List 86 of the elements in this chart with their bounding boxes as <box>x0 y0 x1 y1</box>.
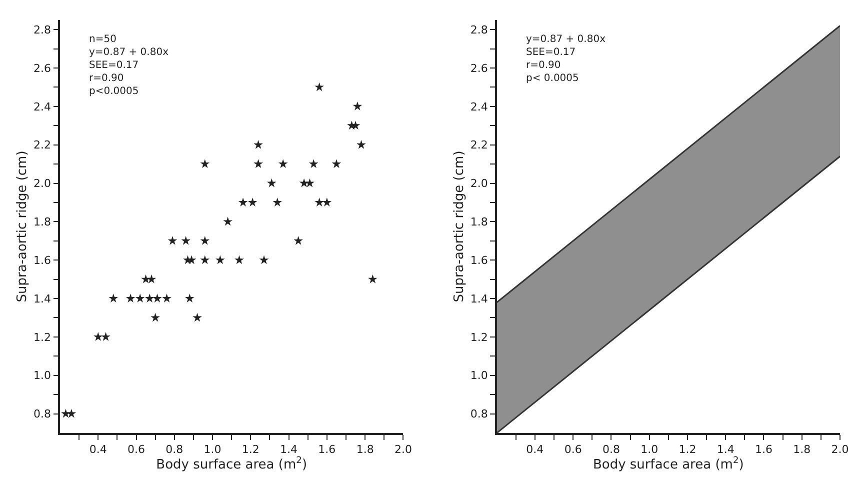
y-tick-label: 2.6 <box>34 62 52 75</box>
point <box>238 198 248 206</box>
point <box>314 198 324 206</box>
point <box>168 236 178 245</box>
point <box>248 198 258 206</box>
x-tick-label: 1.8 <box>793 442 811 456</box>
point <box>146 274 156 284</box>
x-tick-label: 0.8 <box>166 442 184 456</box>
point <box>352 102 362 110</box>
point <box>216 255 225 264</box>
x-tick-label: 1.6 <box>754 442 772 456</box>
point <box>192 312 202 322</box>
y-tick-label: 1.2 <box>470 330 488 344</box>
x-tick-label: 1.6 <box>318 442 336 456</box>
x-tick-label: 2.0 <box>394 442 412 456</box>
y-tick-label: 2.0 <box>34 177 52 190</box>
x-tick-label: 0.8 <box>602 442 620 456</box>
annotation: n=50 y=0.87 + 0.80x SEE=0.17 r=0.90 p<0.0005 <box>89 34 169 97</box>
y-tick-label: 1.0 <box>470 369 488 382</box>
point <box>223 216 232 226</box>
y-tick-label: 0.8 <box>470 408 488 421</box>
y-tick-label: 2.8 <box>470 23 488 36</box>
y-tick-label: 1.8 <box>34 216 52 229</box>
point <box>368 274 378 284</box>
point <box>181 236 190 245</box>
y-tick-label: 0.8 <box>34 408 52 421</box>
point <box>254 159 263 168</box>
point <box>272 198 282 206</box>
x-tick-label: 0.4 <box>89 442 107 456</box>
point <box>305 178 314 188</box>
y-tick-label: 1.4 <box>34 292 52 306</box>
x-tick-label: 1.4 <box>280 442 298 456</box>
point <box>93 332 103 341</box>
point <box>66 408 76 418</box>
y-axis-title: Supra-aortic ridge (cm) <box>452 150 467 302</box>
x-tick-label: 1.0 <box>204 442 222 456</box>
x-axis-title: Body surface area (m$^{2}$) <box>592 456 744 472</box>
y-tick-label: 1.2 <box>34 330 52 344</box>
point <box>294 236 303 245</box>
point <box>332 159 342 168</box>
point <box>200 255 210 264</box>
point <box>266 178 276 188</box>
point <box>108 294 118 302</box>
x-tick-label: 1.4 <box>716 442 734 456</box>
point <box>184 294 194 302</box>
x-tick-label: 1.2 <box>242 442 260 456</box>
y-tick-label: 2.6 <box>470 62 488 75</box>
y-tick-label: 1.6 <box>34 254 52 267</box>
x-tick-label: 0.6 <box>128 442 146 456</box>
y-tick-label: 1.6 <box>470 254 488 267</box>
point <box>162 294 172 302</box>
point <box>234 255 244 264</box>
point <box>141 274 150 284</box>
point <box>200 159 210 168</box>
point <box>322 198 332 206</box>
point <box>200 236 210 245</box>
y-tick-label: 2.4 <box>34 100 52 114</box>
y-tick-label: 2.2 <box>34 138 52 152</box>
annotation: y=0.87 + 0.80x SEE=0.17 r=0.90 p< 0.0005 <box>526 34 606 84</box>
point <box>126 294 136 302</box>
x-tick-label: 1.8 <box>356 442 374 456</box>
point <box>144 294 154 302</box>
point <box>314 82 324 92</box>
point <box>356 140 366 149</box>
point <box>101 332 110 341</box>
y-tick-label: 2.2 <box>470 138 488 152</box>
point <box>259 255 269 264</box>
x-tick-label: 1.2 <box>678 442 696 456</box>
x-tick-label: 0.6 <box>564 442 582 456</box>
x-axis-title: Body surface area (m$^{2}$) <box>156 456 308 472</box>
y-tick-label: 1.0 <box>34 369 52 382</box>
point <box>135 294 145 302</box>
y-tick-label: 2.4 <box>470 100 488 114</box>
y-tick-label: 2.0 <box>470 177 488 190</box>
point <box>254 140 263 149</box>
y-tick-label: 1.8 <box>470 216 488 229</box>
x-tick-label: 0.4 <box>526 442 544 456</box>
x-tick-label: 1.0 <box>640 442 658 456</box>
point <box>150 312 160 322</box>
y-tick-label: 2.8 <box>34 23 52 36</box>
y-tick-label: 1.4 <box>470 292 488 306</box>
point <box>152 294 162 302</box>
y-axis-title: Supra-aortic ridge (cm) <box>15 150 30 302</box>
point <box>278 159 288 168</box>
x-tick-label: 2.0 <box>831 442 849 456</box>
point <box>308 159 318 168</box>
